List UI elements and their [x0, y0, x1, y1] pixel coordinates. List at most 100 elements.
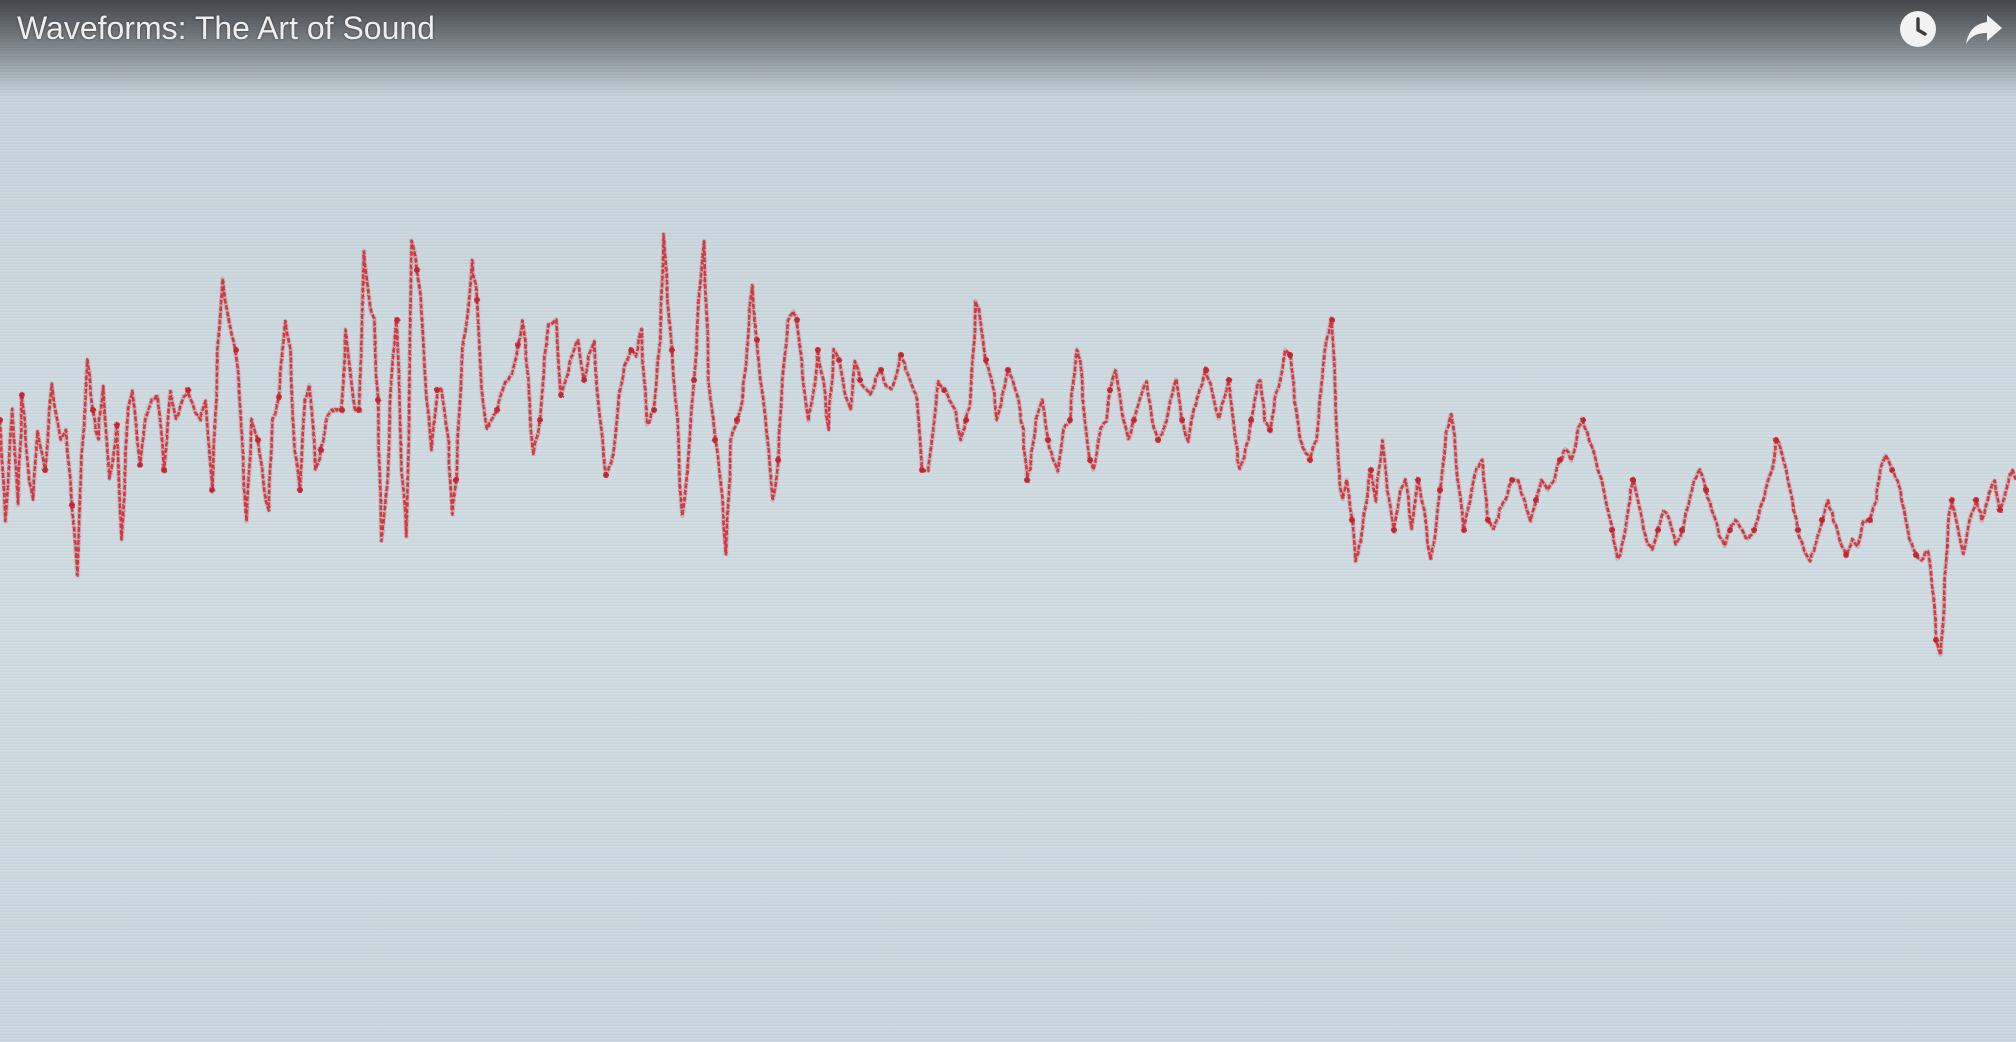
stitch-knot [1267, 427, 1273, 433]
stitch-knot [209, 487, 215, 493]
stitch-knot [1391, 527, 1397, 533]
stitch-knot [1630, 477, 1636, 483]
waveform-thread-shadow [0, 231, 2016, 658]
top-controls [1896, 6, 2006, 52]
stitch-knot [919, 467, 925, 473]
stitch-knot [1226, 377, 1232, 383]
stitch-knot [1580, 417, 1586, 423]
stitch-knot [474, 297, 480, 303]
share-arrow-icon [1966, 15, 2002, 44]
stitch-knot [375, 397, 381, 403]
watch-later-button[interactable] [1896, 7, 1940, 51]
stitch-knot [537, 417, 543, 423]
stitch-knot [494, 407, 500, 413]
stitch-knot [815, 347, 821, 353]
stitch-knot [669, 347, 675, 353]
stitch-knot [42, 467, 48, 473]
stitch-knot [114, 422, 120, 428]
stitch-knot [453, 477, 459, 483]
share-button[interactable] [1962, 7, 2006, 51]
stitch-knot [558, 392, 564, 398]
stitch-knot [1913, 552, 1919, 558]
stitch-knot [1655, 527, 1661, 533]
stitch-knot [1679, 527, 1685, 533]
stitch-knot [414, 267, 420, 273]
stitch-knot [276, 394, 282, 400]
stitch-knot [90, 407, 96, 413]
stitch-knot [1933, 637, 1939, 643]
stitch-knot [1155, 437, 1161, 443]
stitch-knot [1843, 552, 1849, 558]
stitch-knot [255, 437, 261, 443]
stitch-knot [161, 467, 167, 473]
stitch-knot [1287, 352, 1293, 358]
stitch-knot [297, 487, 303, 493]
clock-icon [1900, 11, 1936, 47]
stitch-knot [69, 502, 75, 508]
stitch-knot [1727, 527, 1733, 533]
stitch-knot [581, 377, 587, 383]
stitch-knot [941, 387, 947, 393]
stitch-knot [754, 337, 760, 343]
stitch-knot [356, 407, 362, 413]
stitch-knot [1557, 457, 1563, 463]
stitch-knot [1485, 517, 1491, 523]
stitch-knot [339, 407, 345, 413]
stitch-knot [1067, 417, 1073, 423]
stitch-knot [1997, 507, 2003, 513]
stitch-knot [1349, 517, 1355, 523]
top-overlay-bar: Waveforms: The Art of Sound [0, 0, 2016, 96]
stitch-knot [1437, 487, 1443, 493]
stitch-knot [603, 472, 609, 478]
stitch-knot [1415, 477, 1421, 483]
stitch-knot [1819, 517, 1825, 523]
stitch-knot [836, 357, 842, 363]
stitch-knot [691, 377, 697, 383]
stitch-knot [318, 447, 324, 453]
stitch-knot [233, 347, 239, 353]
stitch-knot [137, 462, 143, 468]
stitch-knot [1461, 527, 1467, 533]
stitch-knot [434, 387, 440, 393]
stitch-knot [1509, 477, 1515, 483]
stitch-knot [628, 347, 634, 353]
stitch-knot [1703, 487, 1709, 493]
waveform-thread [0, 232, 2016, 657]
stitch-knot [1307, 457, 1313, 463]
stitch-knot [1533, 497, 1539, 503]
stitch-knot [1889, 467, 1895, 473]
stitch-knot [1949, 497, 1955, 503]
stitch-knot [19, 392, 25, 398]
stitch-knot [515, 342, 521, 348]
stitch-knot [794, 317, 800, 323]
video-title[interactable]: Waveforms: The Art of Sound [17, 10, 435, 46]
stitch-knot [1024, 477, 1030, 483]
stitch-knot [1248, 417, 1254, 423]
stitch-knot [1867, 517, 1873, 523]
stitch-knot [1329, 317, 1335, 323]
stitch-knot [963, 417, 969, 423]
stitch-knot [1203, 367, 1209, 373]
stitch-knot [394, 317, 400, 323]
stitch-knot [1179, 417, 1185, 423]
stitch-knot [983, 357, 989, 363]
stitch-knot [1609, 527, 1615, 533]
stitch-knot [1751, 527, 1757, 533]
stitch-knot [651, 407, 657, 413]
stitch-knot [1973, 497, 1979, 503]
stitch-knot [1131, 417, 1137, 423]
stitch-knot [1368, 467, 1374, 473]
stitch-knot [898, 352, 904, 358]
stitch-knot [1087, 457, 1093, 463]
stitch-knot [775, 457, 781, 463]
stitch-knot [878, 367, 884, 373]
stitch-knot [1005, 367, 1011, 373]
stitch-knot [1795, 527, 1801, 533]
stitch-knot [1107, 387, 1113, 393]
stitch-knot [1045, 437, 1051, 443]
stitch-knot [0, 417, 3, 423]
stitch-knot [185, 387, 191, 393]
